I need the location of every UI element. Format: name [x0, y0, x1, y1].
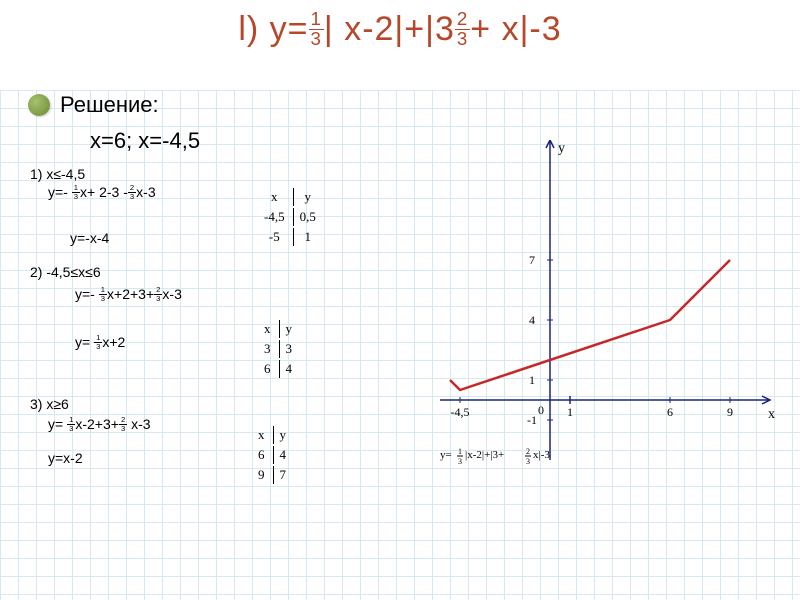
svg-text:3: 3 — [458, 457, 462, 466]
svg-text:4: 4 — [529, 313, 535, 327]
svg-text:1: 1 — [458, 447, 462, 456]
case3-table: xy 64 97 — [250, 424, 294, 486]
svg-text:9: 9 — [727, 405, 733, 419]
svg-text:x: x — [768, 407, 775, 422]
svg-text:6: 6 — [667, 405, 673, 419]
bullet-icon — [28, 94, 50, 116]
svg-text:1: 1 — [567, 405, 573, 419]
svg-text:2: 2 — [526, 447, 530, 456]
case1-simplified: y=-x-4 — [70, 230, 109, 246]
svg-text:-4,5: -4,5 — [451, 405, 470, 419]
function-chart: yx0147-1169-4,5y=13|x-2|+|3+23x|-3 — [440, 140, 780, 500]
case1-condition: 1) x≤-4,5 — [30, 166, 85, 182]
svg-text:3: 3 — [526, 457, 530, 466]
svg-text:x|-3: x|-3 — [533, 449, 550, 461]
case2-condition: 2) -4,5≤x≤6 — [30, 264, 101, 280]
svg-text:0: 0 — [538, 403, 544, 417]
case3-equation: y= 13x-2+3+23 x-3 — [48, 416, 151, 434]
case2-simplified: y= 13x+2 — [75, 334, 125, 352]
svg-text:7: 7 — [529, 253, 535, 267]
svg-text:-1: -1 — [527, 413, 537, 427]
roots-line: x=6; x=-4,5 — [90, 128, 200, 154]
svg-text:y=: y= — [440, 449, 452, 461]
equation-title: l) y=13| x-2|+|323+ x|-3 — [0, 10, 800, 50]
case2-table: xy 33 64 — [256, 318, 300, 380]
solution-heading: Решение: — [60, 92, 159, 118]
case1-equation: y=- 13x+ 2-3 -23x-3 — [48, 184, 156, 202]
svg-text:|x-2|+|3+: |x-2|+|3+ — [465, 449, 504, 461]
case2-equation: y=- 13x+2+3+23x-3 — [75, 286, 182, 304]
case3-condition: 3) x≥6 — [30, 396, 69, 412]
svg-text:1: 1 — [529, 373, 535, 387]
svg-text:y: y — [558, 141, 565, 156]
case3-simplified: y=x-2 — [48, 450, 83, 466]
case1-table: xy -4,50,5 -51 — [256, 186, 324, 248]
